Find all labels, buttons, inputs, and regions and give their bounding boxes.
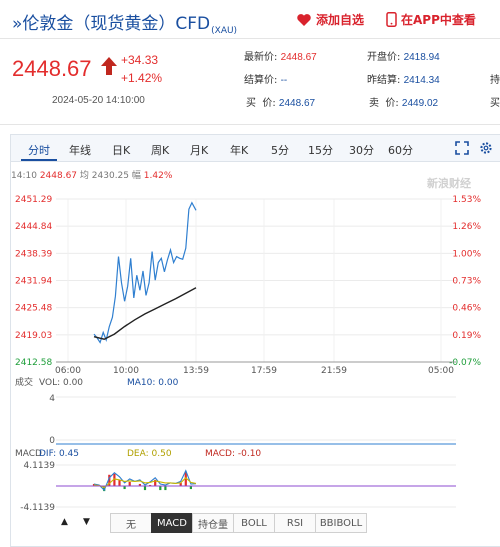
indicator-none-button[interactable]: 无 bbox=[110, 513, 152, 533]
x-tick-label: 21:59 bbox=[321, 366, 347, 376]
info-pct: 1.42% bbox=[143, 171, 173, 181]
pct-tick-label: 0.73% bbox=[452, 277, 481, 287]
price-change: +34.33 bbox=[121, 53, 159, 67]
quote-time: 2024-05-20 14:10:00 bbox=[52, 95, 145, 106]
macd-tick-label: -4.1139 bbox=[20, 503, 55, 513]
quote-divider bbox=[0, 124, 500, 125]
fullscreen-icon[interactable] bbox=[455, 141, 469, 155]
price-tick-label: 2451.29 bbox=[15, 195, 52, 205]
field-ask: 卖 价: 2449.02 bbox=[369, 98, 439, 109]
field-bid: 买 价: 2448.67 bbox=[246, 98, 316, 109]
instrument-name: »伦敦金（现货黄金）CFD bbox=[12, 14, 211, 34]
macd-dea: DEA: 0.50 bbox=[127, 449, 172, 459]
macd-tick-label: 4.1139 bbox=[24, 461, 56, 471]
heart-icon bbox=[297, 13, 311, 26]
x-tick-label: 13:59 bbox=[183, 366, 209, 376]
indicator-macd-button[interactable]: MACD bbox=[151, 513, 193, 533]
field-open: 开盘价: 2418.94 bbox=[367, 52, 440, 63]
header-divider bbox=[0, 38, 500, 39]
open-app-label: 在APP中查看 bbox=[401, 13, 476, 27]
scroll-right-button[interactable]: ▼ bbox=[83, 517, 90, 527]
chart-panel: 分时 年线 日K 周K 月K 年K 5分 15分 30分 60分 14:10 2… bbox=[10, 134, 500, 547]
x-tick-label: 10:00 bbox=[113, 366, 139, 376]
info-price: 2448.67 bbox=[39, 171, 78, 181]
vol-value: VOL: 0.00 bbox=[39, 378, 83, 388]
scroll-left-button[interactable]: ▲ bbox=[61, 517, 68, 527]
pct-tick-label: 1.00% bbox=[452, 249, 481, 259]
price-tick-label: 2425.48 bbox=[15, 304, 52, 314]
price-tick-label: 2419.03 bbox=[15, 331, 52, 341]
active-tab-indicator bbox=[21, 159, 57, 161]
open-app-button[interactable]: 在APP中查看 bbox=[386, 11, 476, 28]
macd-label: MACD bbox=[15, 449, 42, 459]
field-last: 最新价: 2448.67 bbox=[244, 52, 317, 63]
indicator-bar: 无 MACD 持仓量 BOLL RSI BBIBOLL bbox=[110, 513, 367, 533]
vol-ma10: MA10: 0.00 bbox=[127, 378, 179, 388]
average-line bbox=[93, 287, 197, 340]
field-truncated-2: 买 bbox=[490, 98, 500, 109]
pct-tick-label: 0.46% bbox=[452, 304, 481, 314]
up-arrow-icon bbox=[101, 57, 117, 75]
indicator-rsi-button[interactable]: RSI bbox=[274, 513, 316, 533]
tab-5min[interactable]: 5分 bbox=[271, 144, 289, 157]
indicator-boll-button[interactable]: BOLL bbox=[233, 513, 275, 533]
info-avg: 2430.25 bbox=[91, 171, 130, 181]
crosshair-info: 14:10 2448.67 均 2430.25 幅 1.42% bbox=[11, 168, 172, 181]
x-tick-label: 05:00 bbox=[428, 366, 454, 376]
volume-label: 成交 bbox=[15, 376, 33, 388]
info-avg-label: 均 bbox=[79, 171, 89, 181]
phone-icon bbox=[386, 12, 397, 27]
price-tick-label: 2444.84 bbox=[15, 222, 52, 232]
tab-year-k[interactable]: 年K bbox=[230, 144, 249, 157]
tab-30min[interactable]: 30分 bbox=[349, 144, 374, 157]
pct-tick-label: 1.26% bbox=[452, 222, 481, 232]
period-tabs: 分时 年线 日K 周K 月K 年K 5分 15分 30分 60分 bbox=[11, 135, 500, 162]
vol-tick-label: 4 bbox=[49, 394, 55, 404]
info-pct-label: 幅 bbox=[131, 171, 141, 181]
quote-panel: 2448.67 +34.33 +1.42% 2024-05-20 14:10:0… bbox=[0, 40, 500, 115]
field-settle: 结算价: -- bbox=[244, 75, 288, 86]
pct-tick-label: 1.53% bbox=[452, 195, 481, 205]
vol-tick-label: 0 bbox=[49, 436, 55, 446]
watermark: 新浪财经 bbox=[427, 176, 471, 190]
add-watchlist-button[interactable]: 添加自选 bbox=[296, 11, 364, 28]
instrument-symbol: (XAU) bbox=[211, 26, 238, 36]
field-truncated-1: 持 bbox=[490, 75, 500, 86]
pct-tick-label: -0.07% bbox=[449, 358, 481, 368]
price-tick-label: 2431.94 bbox=[15, 277, 52, 287]
price-tick-label: 2412.58 bbox=[15, 358, 52, 368]
tab-15min[interactable]: 15分 bbox=[308, 144, 333, 157]
info-time: 14:10 bbox=[11, 171, 37, 181]
macd-dif: DIF: 0.45 bbox=[39, 449, 79, 459]
price-line bbox=[93, 201, 197, 344]
tab-timeshare[interactable]: 分时 bbox=[28, 144, 50, 157]
x-tick-label: 06:00 bbox=[55, 366, 81, 376]
tab-week-k[interactable]: 周K bbox=[151, 144, 170, 157]
timeshare-chart: 新浪财经 2451.29 1.53% 2444.84 1.26% 2438.39 1.00… bbox=[15, 176, 481, 513]
last-price: 2448.67 bbox=[12, 56, 92, 81]
x-tick-label: 17:59 bbox=[251, 366, 277, 376]
dea-line bbox=[93, 477, 197, 489]
indicator-oi-button[interactable]: 持仓量 bbox=[192, 513, 234, 533]
indicator-bbiboll-button[interactable]: BBIBOLL bbox=[315, 513, 367, 533]
dif-line bbox=[93, 469, 197, 492]
tab-month-k[interactable]: 月K bbox=[190, 144, 209, 157]
header: »伦敦金（现货黄金）CFD(XAU) 添加自选 在APP中查看 bbox=[0, 0, 500, 40]
field-prev-settle: 昨结算: 2414.34 bbox=[367, 75, 440, 86]
settings-icon[interactable] bbox=[479, 141, 493, 155]
macd-value: MACD: -0.10 bbox=[205, 449, 261, 459]
tab-year-line[interactable]: 年线 bbox=[69, 144, 91, 157]
page-title: »伦敦金（现货黄金）CFD(XAU) bbox=[12, 9, 237, 36]
price-change-pct: +1.42% bbox=[121, 71, 163, 85]
tab-day-k[interactable]: 日K bbox=[112, 144, 131, 157]
add-watchlist-label: 添加自选 bbox=[316, 13, 365, 27]
tab-60min[interactable]: 60分 bbox=[388, 144, 413, 157]
pct-tick-label: 0.19% bbox=[452, 331, 481, 341]
price-tick-label: 2438.39 bbox=[15, 249, 52, 259]
